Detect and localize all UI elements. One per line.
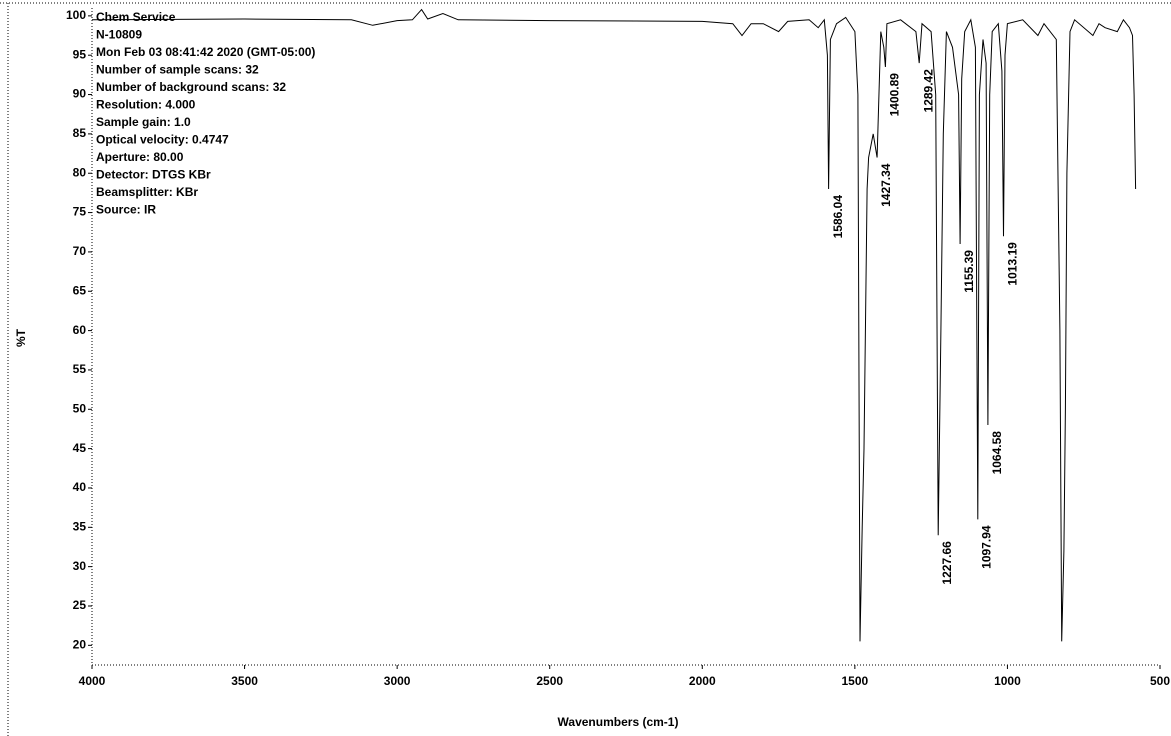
x-axis-label: Wavenumbers (cm-1) xyxy=(558,715,679,729)
peak-label: 1097.94 xyxy=(980,525,994,569)
info-line: Number of sample scans: 32 xyxy=(96,63,259,77)
x-tick-label: 4000 xyxy=(79,674,106,688)
info-line: Mon Feb 03 08:41:42 2020 (GMT-05:00) xyxy=(96,45,315,59)
y-axis-label: %T xyxy=(14,328,28,347)
y-tick-label: 70 xyxy=(73,244,87,258)
info-line: Resolution: 4.000 xyxy=(96,98,196,112)
y-tick-label: 25 xyxy=(73,598,87,612)
info-line: Aperture: 80.00 xyxy=(96,150,184,164)
info-line: Source: IR xyxy=(96,203,156,217)
peak-label: 1586.04 xyxy=(831,195,845,239)
info-line: Chem Service xyxy=(96,10,176,24)
y-tick-label: 100 xyxy=(66,8,86,22)
x-tick-label: 2500 xyxy=(536,674,563,688)
spectrum-line xyxy=(91,8,1137,642)
y-tick-label: 60 xyxy=(73,323,87,337)
info-line: Optical velocity: 0.4747 xyxy=(96,133,229,147)
y-tick-label: 40 xyxy=(73,480,87,494)
peak-label: 1013.19 xyxy=(1006,242,1020,286)
y-tick-label: 85 xyxy=(73,126,87,140)
y-tick-label: 50 xyxy=(73,401,87,415)
peak-label: 1400.89 xyxy=(887,73,901,117)
info-line: Sample gain: 1.0 xyxy=(96,115,191,129)
y-tick-label: 80 xyxy=(73,165,87,179)
y-tick-label: 35 xyxy=(73,519,87,533)
info-line: Number of background scans: 32 xyxy=(96,80,286,94)
peak-label: 1427.34 xyxy=(879,163,893,207)
info-line: N-10809 xyxy=(96,28,142,42)
info-line: Beamsplitter: KBr xyxy=(96,185,198,199)
y-tick-label: 90 xyxy=(73,87,87,101)
x-tick-label: 500 xyxy=(1150,674,1170,688)
y-tick-label: 75 xyxy=(73,205,87,219)
peak-label: 1064.58 xyxy=(990,431,1004,475)
peak-label: 1289.42 xyxy=(921,69,935,113)
y-tick-label: 45 xyxy=(73,441,87,455)
y-tick-label: 20 xyxy=(73,638,87,652)
x-tick-label: 2000 xyxy=(689,674,716,688)
peak-label: 1227.66 xyxy=(940,541,954,585)
y-tick-label: 95 xyxy=(73,47,87,61)
x-tick-label: 1000 xyxy=(994,674,1021,688)
peak-label: 1155.39 xyxy=(962,250,976,293)
x-tick-label: 3500 xyxy=(231,674,258,688)
y-tick-label: 65 xyxy=(73,283,87,297)
x-tick-label: 1500 xyxy=(842,674,869,688)
y-tick-label: 30 xyxy=(73,559,87,573)
info-line: Detector: DTGS KBr xyxy=(96,168,211,182)
x-tick-label: 3000 xyxy=(384,674,411,688)
y-tick-label: 55 xyxy=(73,362,87,376)
